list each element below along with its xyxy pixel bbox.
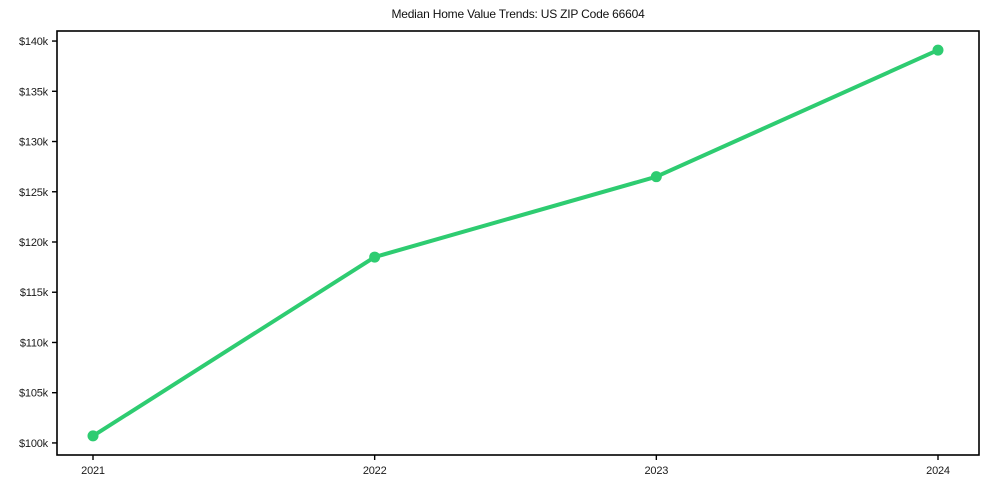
y-tick-label: $105k bbox=[19, 388, 49, 400]
y-tick-label: $100k bbox=[19, 438, 49, 450]
y-tick-label: $140k bbox=[19, 36, 49, 48]
data-point bbox=[369, 251, 381, 263]
data-point bbox=[650, 171, 662, 183]
data-point bbox=[932, 44, 944, 56]
data-point bbox=[87, 430, 99, 442]
plot-frame bbox=[56, 30, 980, 456]
x-tick-label: 2024 bbox=[926, 465, 950, 477]
y-tick-label: $110k bbox=[20, 337, 49, 349]
y-tick-label: $125k bbox=[19, 187, 49, 199]
trend-line bbox=[91, 48, 940, 438]
chart-title: Median Home Value Trends: US ZIP Code 66… bbox=[391, 7, 645, 21]
x-tick-label: 2021 bbox=[81, 465, 105, 477]
y-tick-label: $130k bbox=[19, 137, 49, 149]
x-tick-label: 2022 bbox=[363, 465, 387, 477]
y-tick-label: $135k bbox=[19, 86, 49, 98]
y-tick-label: $115k bbox=[20, 287, 49, 299]
y-tick-label: $120k bbox=[19, 237, 49, 249]
x-tick-label: 2023 bbox=[644, 465, 668, 477]
